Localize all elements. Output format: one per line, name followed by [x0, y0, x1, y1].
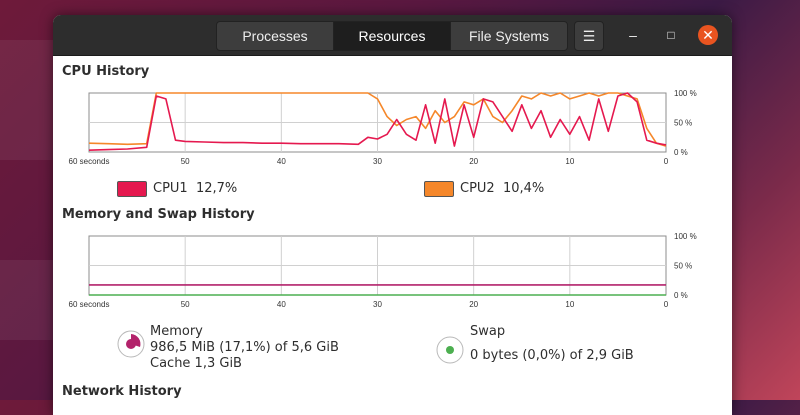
cpu2-legend: CPU2 10,4% — [460, 181, 544, 196]
y-tick-label: 50 % — [674, 119, 692, 128]
cpu1-color-swatch[interactable] — [117, 181, 147, 197]
swap-pie-icon[interactable] — [436, 336, 464, 364]
tab-processes[interactable]: Processes — [216, 21, 334, 51]
swap-info: Swap 0 bytes (0,0%) of 2,9 GiB — [470, 324, 634, 364]
close-icon[interactable]: ✕ — [698, 25, 718, 45]
cpu1-legend: CPU1 12,7% — [153, 181, 237, 196]
x-tick-label: 40 — [277, 157, 286, 166]
y-tick-label: 100 % — [674, 89, 697, 98]
memory-history-chart: 60 seconds 50 40 30 20 10 0 100 % 50 % 0 % — [69, 232, 697, 309]
maximize-icon[interactable]: □ — [667, 28, 675, 42]
x-tick-label: 60 seconds — [69, 157, 110, 166]
memory-cache: Cache 1,3 GiB — [150, 356, 242, 371]
memory-info: Memory 986,5 MiB (17,1%) of 5,6 GiB Cach… — [150, 324, 339, 372]
tab-resources[interactable]: Resources — [333, 21, 451, 51]
x-tick-label: 0 — [664, 157, 669, 166]
cpu1-label: CPU1 — [153, 181, 188, 196]
hamburger-menu-icon[interactable]: ☰ — [574, 21, 604, 51]
y-tick-label: 0 % — [674, 291, 688, 300]
memory-detail: 986,5 MiB (17,1%) of 5,6 GiB — [150, 340, 339, 355]
desktop-wallpaper-stripe — [0, 40, 60, 160]
cpu1-value: 12,7% — [195, 181, 238, 196]
y-tick-label: 0 % — [674, 148, 688, 157]
y-tick-label: 100 % — [674, 232, 697, 241]
cpu-history-title: CPU History — [62, 64, 150, 79]
swap-detail: 0 bytes (0,0%) of 2,9 GiB — [470, 348, 634, 363]
memory-label: Memory — [150, 324, 203, 339]
memory-pie-icon[interactable] — [117, 330, 145, 358]
cpu2-value: 10,4% — [502, 181, 545, 196]
swap-label: Swap — [470, 324, 506, 339]
x-tick-label: 40 — [277, 300, 286, 309]
tab-file-systems[interactable]: File Systems — [450, 21, 568, 51]
minimize-icon[interactable]: – — [629, 27, 637, 43]
header-bar: Processes Resources File Systems ☰ – □ ✕ — [53, 15, 732, 56]
x-tick-label: 60 seconds — [69, 300, 110, 309]
resources-panel: CPU History 60 seconds 50 40 30 20 10 0 100 % 50… — [53, 56, 732, 415]
x-tick-label: 10 — [565, 157, 574, 166]
cpu-history-chart: 60 seconds 50 40 30 20 10 0 100 % 50 % 0 % — [69, 89, 697, 166]
x-tick-label: 20 — [469, 300, 478, 309]
desktop-wallpaper-stripe — [0, 260, 60, 340]
cpu2-label: CPU2 — [460, 181, 495, 196]
x-tick-label: 10 — [565, 300, 574, 309]
system-monitor-window: Processes Resources File Systems ☰ – □ ✕… — [53, 15, 732, 415]
y-tick-label: 50 % — [674, 262, 692, 271]
series-line-cpu2 — [88, 92, 667, 147]
x-tick-label: 0 — [664, 300, 669, 309]
x-tick-label: 50 — [181, 157, 190, 166]
network-history-title: Network History — [62, 384, 182, 399]
cpu2-color-swatch[interactable] — [424, 181, 454, 197]
memory-history-title: Memory and Swap History — [62, 207, 255, 222]
x-tick-label: 50 — [181, 300, 190, 309]
x-tick-label: 30 — [373, 300, 382, 309]
x-tick-label: 30 — [373, 157, 382, 166]
series-line-cpu1 — [88, 92, 667, 151]
x-tick-label: 20 — [469, 157, 478, 166]
